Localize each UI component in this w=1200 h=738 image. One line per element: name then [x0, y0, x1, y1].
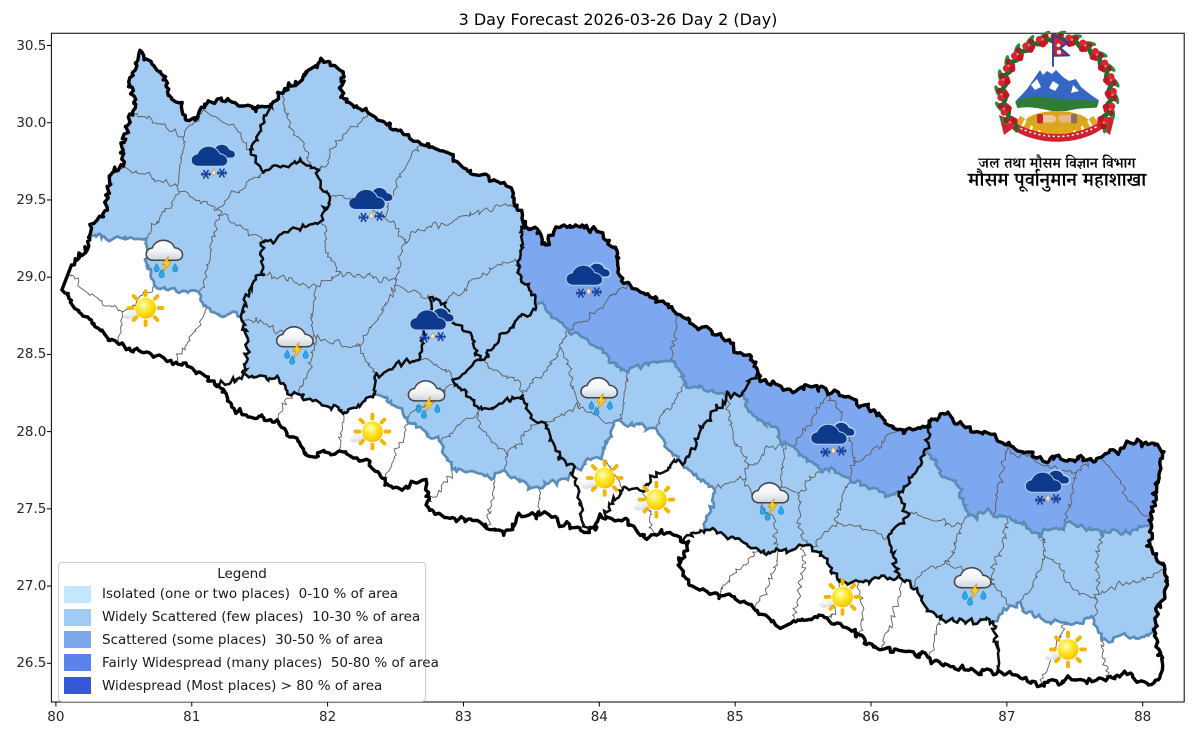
- legend-entry: Widely Scattered (few places) 10-30 % of…: [59, 606, 425, 629]
- legend-swatch: [64, 677, 91, 695]
- legend-entry-label: Scattered (some places) 30-50 % of area: [102, 631, 384, 648]
- y-tick-label: 28.5: [16, 346, 47, 363]
- country-outline: [60, 48, 1170, 689]
- y-tick-label: 27.5: [16, 500, 47, 517]
- logo-river: [1014, 107, 1100, 116]
- x-tick-label: 88: [1134, 708, 1152, 725]
- legend-swatch: [64, 608, 91, 626]
- y-tick-label: 29.0: [16, 269, 47, 286]
- map-legend: Legend Isolated (one or two places) 0-10…: [58, 562, 439, 702]
- logo-ribbon: [999, 115, 1115, 142]
- logo-hills: [1014, 96, 1100, 111]
- legend-entry: Fairly Widespread (many places) 50-80 % …: [59, 651, 439, 674]
- legend-entry-label: Widely Scattered (few places) 10-30 % of…: [102, 609, 421, 626]
- district-boundaries: [67, 90, 1165, 685]
- x-tick-label: 82: [319, 708, 337, 725]
- legend-swatch: [64, 631, 91, 649]
- logo-scene: [1014, 48, 1100, 134]
- plot-border: [50, 32, 1185, 703]
- x-tick-label: 86: [862, 708, 880, 725]
- axes-frame: [46, 32, 1185, 707]
- y-tick-label: 26.5: [16, 655, 47, 672]
- legend-entry: Scattered (some places) 30-50 % of area: [59, 629, 425, 652]
- x-tick-label: 84: [590, 708, 608, 725]
- province-boundaries: [217, 102, 1001, 673]
- legend-title: Legend: [217, 566, 267, 582]
- logo-handshake: [1037, 114, 1077, 124]
- region-fill-scattered: [517, 221, 1164, 538]
- legend-entry-label: Widespread (Most places) > 80 % of area: [102, 677, 383, 694]
- y-tick-label: 29.5: [16, 191, 47, 208]
- legend-swatch: [64, 654, 91, 672]
- logo-mountain: [1014, 60, 1100, 107]
- legend-swatch: [64, 585, 91, 603]
- x-tick-label: 81: [183, 708, 201, 725]
- legend-entry: Isolated (one or two places) 0-10 % of a…: [59, 583, 425, 606]
- x-tick-label: 87: [998, 708, 1016, 725]
- region-fill-none: [61, 233, 1163, 687]
- logo-flag: [1052, 33, 1071, 67]
- y-tick-label: 28.0: [16, 423, 47, 440]
- x-tick-label: 85: [726, 708, 744, 725]
- x-tick-label: 83: [454, 708, 473, 725]
- y-tick-label: 30.0: [16, 114, 47, 131]
- legend-entry: Widespread (Most places) > 80 % of area: [59, 674, 425, 697]
- dhm-logo: [966, 30, 1148, 192]
- chart-title: 3 Day Forecast 2026-03-26 Day 2 (Day): [458, 10, 778, 29]
- legend-entry-label: Fairly Widespread (many places) 50-80 % …: [102, 654, 439, 671]
- x-tick-label: 80: [47, 708, 65, 725]
- logo-text-line1: [977, 154, 1137, 170]
- y-tick-label: 30.5: [16, 37, 47, 54]
- legend-entry-label: Isolated (one or two places) 0-10 % of a…: [102, 586, 399, 603]
- y-tick-label: 27.0: [16, 578, 47, 595]
- logo-text-line2: [966, 168, 1148, 192]
- logo-snow: [1031, 60, 1079, 93]
